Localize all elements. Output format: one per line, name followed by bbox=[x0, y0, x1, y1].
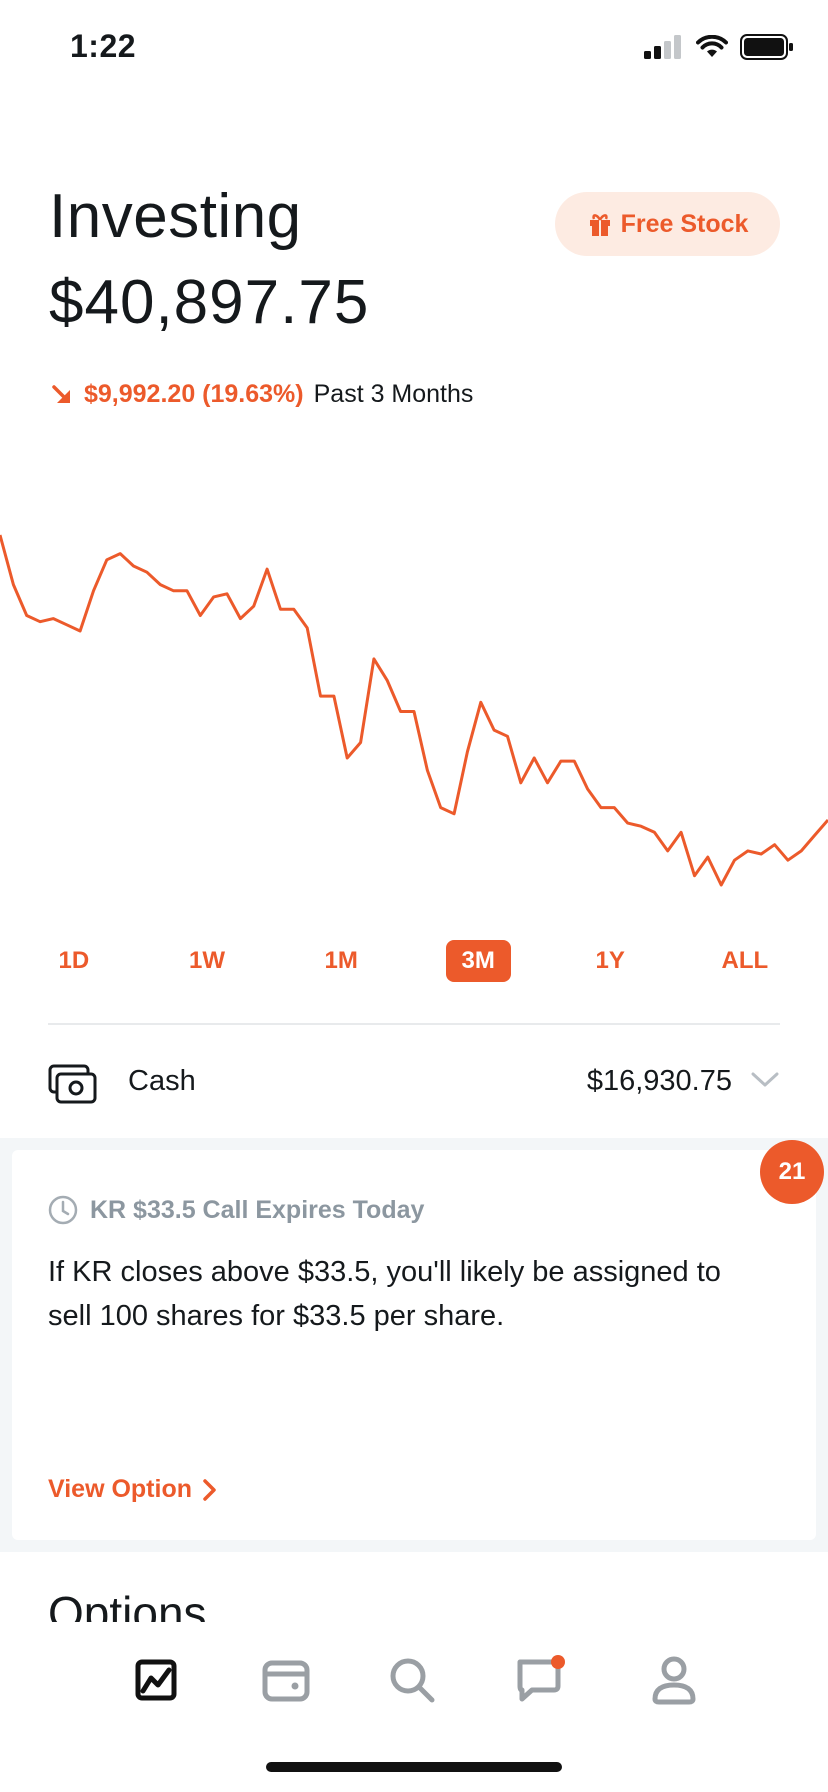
status-time: 1:22 bbox=[70, 28, 137, 64]
range-tab-3m[interactable]: 3M bbox=[445, 940, 511, 982]
clock-icon bbox=[48, 1195, 78, 1225]
change-row: $9,992.20 (19.63%) Past 3 Months bbox=[50, 380, 473, 409]
card-header: KR $33.5 Call Expires Today bbox=[48, 1195, 424, 1225]
chevron-down-icon[interactable] bbox=[750, 1070, 780, 1090]
card-body: If KR closes above $33.5, you'll likely … bbox=[48, 1256, 721, 1332]
arrow-down-right-icon bbox=[52, 384, 70, 403]
gift-icon bbox=[589, 214, 610, 236]
portfolio-value: $40,897.75 bbox=[49, 268, 370, 337]
view-option-link[interactable]: View Option bbox=[48, 1475, 218, 1504]
nav-search-tab[interactable] bbox=[382, 1650, 442, 1710]
free-stock-label: Free Stock bbox=[620, 209, 749, 238]
page-title: Investing bbox=[49, 182, 302, 251]
range-tab-1d[interactable]: 1D bbox=[58, 947, 90, 974]
range-tab-1y[interactable]: 1Y bbox=[595, 947, 625, 974]
view-option-label: View Option bbox=[48, 1475, 192, 1503]
profile-icon bbox=[652, 1656, 696, 1705]
nav-wallet-tab[interactable] bbox=[256, 1650, 316, 1710]
battery-icon bbox=[740, 34, 793, 60]
portfolio-chart[interactable] bbox=[0, 520, 828, 900]
range-tabs: 1D 1W 1M 3M 1Y ALL bbox=[49, 940, 782, 982]
wifi-icon bbox=[696, 35, 728, 57]
free-stock-button[interactable]: Free Stock bbox=[555, 192, 780, 256]
messages-icon bbox=[517, 1655, 565, 1702]
range-tab-all[interactable]: ALL bbox=[721, 947, 769, 974]
signal-icon bbox=[644, 35, 681, 59]
divider bbox=[48, 1023, 780, 1025]
range-tab-1m[interactable]: 1M bbox=[324, 947, 358, 974]
cash-icon bbox=[48, 1064, 97, 1104]
nav-messages-tab[interactable] bbox=[512, 1650, 572, 1710]
option-expiry-card[interactable] bbox=[12, 1150, 816, 1540]
change-amount: $9,992.20 (19.63%) bbox=[84, 380, 304, 408]
cash-value[interactable]: $16,930.75 bbox=[586, 1065, 732, 1097]
notification-badge: 21 bbox=[760, 1140, 824, 1204]
chevron-right-icon bbox=[203, 1478, 216, 1501]
chart-icon bbox=[135, 1659, 177, 1701]
search-icon bbox=[390, 1658, 435, 1703]
change-period: Past 3 Months bbox=[313, 380, 474, 408]
nav-profile-tab[interactable] bbox=[644, 1650, 704, 1710]
cash-label: Cash bbox=[128, 1065, 196, 1097]
range-tab-1w[interactable]: 1W bbox=[189, 947, 225, 974]
home-indicator bbox=[266, 1762, 562, 1772]
chart-series-line bbox=[0, 534, 828, 887]
wallet-icon bbox=[262, 1660, 310, 1702]
nav-investing-tab[interactable] bbox=[126, 1650, 186, 1710]
card-title: KR $33.5 Call Expires Today bbox=[90, 1195, 425, 1224]
status-icons bbox=[644, 34, 794, 60]
